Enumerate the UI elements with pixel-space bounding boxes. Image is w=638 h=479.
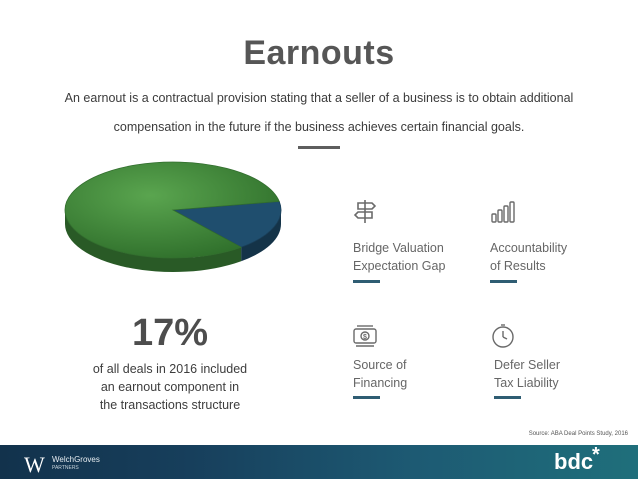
- bar-chart-icon: [491, 201, 515, 223]
- intro-text-line-2: compensation in the future if the busine…: [113, 120, 525, 134]
- money-icon: $: [353, 325, 377, 347]
- feature-accountability: Accountability of Results: [490, 239, 567, 275]
- stat-percentage: 17%: [131, 312, 209, 354]
- feature-label-line-2: Financing: [353, 376, 408, 390]
- page-title: Earnouts: [243, 34, 395, 72]
- feature-defer-tax: Defer Seller Tax Liability: [494, 356, 560, 392]
- pie-slice: [171, 200, 282, 248]
- footer-bar: [0, 445, 638, 479]
- feature-label-line-1: Bridge Valuation: [353, 241, 444, 255]
- bdc-logo-star: *: [592, 444, 600, 466]
- bdc-logo: bdc: [554, 449, 594, 474]
- pie-chart: [64, 161, 282, 272]
- pie-slice: [64, 161, 280, 259]
- pie-slice-side: [241, 210, 281, 262]
- pie-top: [64, 161, 282, 259]
- feature-underline: [490, 280, 517, 283]
- svg-text:$: $: [363, 334, 367, 341]
- clock-icon: [492, 324, 514, 348]
- feature-underline: [494, 396, 521, 399]
- feature-label-line-1: Accountability: [490, 241, 568, 255]
- welchgroves-logo-mark: W: [24, 452, 45, 477]
- signpost-icon: [353, 200, 377, 223]
- feature-source-financing: Source of Financing: [353, 356, 407, 392]
- title-divider: [298, 146, 340, 149]
- feature-label-line-2: Tax Liability: [494, 376, 559, 390]
- feature-bridge-valuation: Bridge Valuation Expectation Gap: [353, 239, 445, 275]
- feature-label-line-1: Defer Seller: [494, 358, 560, 372]
- stat-description-line-1: of all deals in 2016 included: [92, 362, 248, 376]
- feature-label-line-2: Expectation Gap: [353, 259, 446, 273]
- source-note: Source: ABA Deal Points Study, 2016: [528, 431, 628, 437]
- welchgroves-logo-subtitle: PARTNERS: [52, 465, 79, 471]
- feature-underline: [353, 280, 380, 283]
- pie-slice-side: [65, 210, 242, 272]
- feature-label-line-1: Source of: [353, 358, 407, 372]
- feature-underline: [353, 396, 380, 399]
- stat-description-line-2: an earnout component in: [100, 380, 240, 394]
- welchgroves-logo-name: WelchGroves: [52, 455, 100, 464]
- stat-description-line-3: the transactions structure: [99, 398, 241, 412]
- intro-text-line-1: An earnout is a contractual provision st…: [64, 91, 574, 105]
- feature-label-line-2: of Results: [490, 259, 546, 273]
- pie-side: [65, 210, 281, 272]
